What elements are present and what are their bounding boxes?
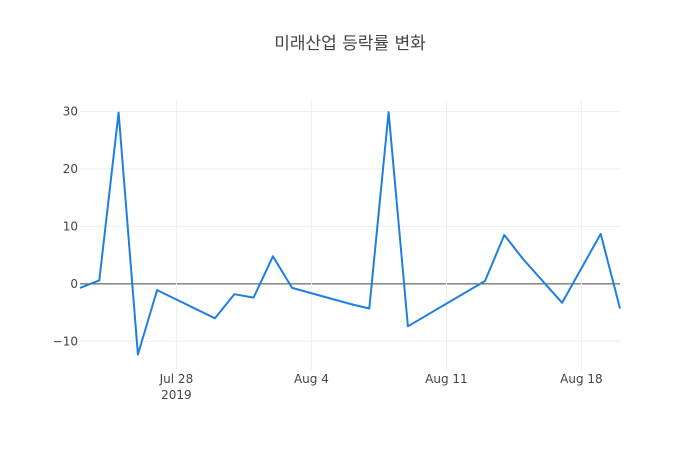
y-tick-label: 10 xyxy=(63,219,78,233)
x-tick-label: Jul 28 xyxy=(159,372,194,386)
axis-layer: 30 20 10 0 −10 Jul 28 2019 Aug 4 Aug 11 Aug 18 xyxy=(53,104,603,402)
y-tick-label: 20 xyxy=(63,162,78,176)
y-tick-label: 30 xyxy=(63,104,78,118)
grid-layer xyxy=(80,100,620,370)
y-tick-label: −10 xyxy=(53,334,78,348)
x-tick-label: Aug 4 xyxy=(294,372,329,386)
series-line xyxy=(79,111,621,356)
series-layer xyxy=(79,111,621,356)
chart-title: 미래산업 등락률 변화 xyxy=(274,34,426,54)
y-tick-label: 0 xyxy=(70,277,78,291)
x-tick-year-label: 2019 xyxy=(161,388,192,402)
x-tick-label: Aug 11 xyxy=(425,372,468,386)
x-tick-label: Aug 18 xyxy=(560,372,603,386)
